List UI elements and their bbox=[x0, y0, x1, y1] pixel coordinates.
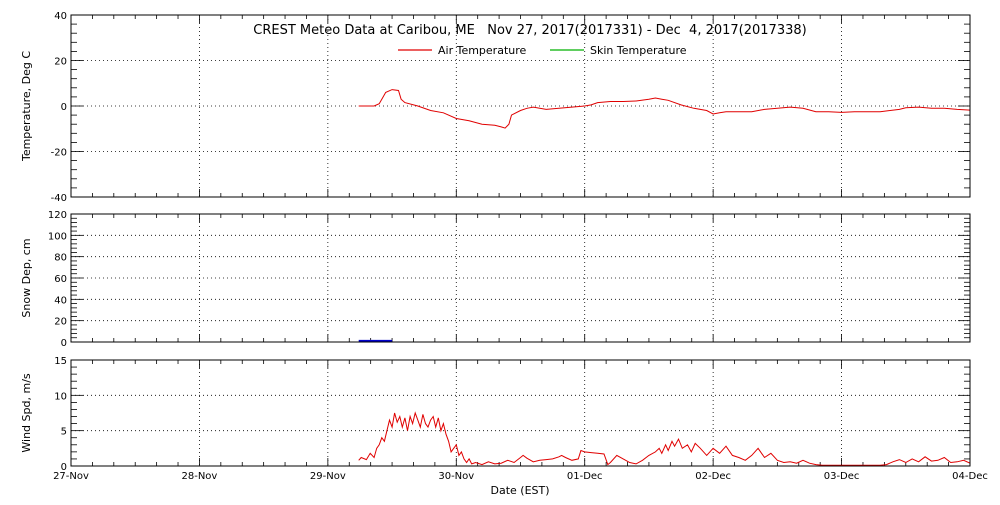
x-tick-label: 03-Dec bbox=[824, 471, 860, 482]
panel-frame bbox=[70, 14, 971, 198]
y-tick-label: 120 bbox=[48, 210, 67, 221]
x-tick-label: 29-Nov bbox=[310, 471, 346, 482]
chart-title: CREST Meteo Data at Caribou, ME Nov 27, … bbox=[253, 23, 806, 38]
y-tick-label: -40 bbox=[51, 193, 67, 204]
y-tick-label: 40 bbox=[54, 11, 67, 22]
y-tick-label: 10 bbox=[54, 391, 67, 402]
x-tick-label: 02-Dec bbox=[695, 471, 731, 482]
y-axis-title-snow: Snow Dep, cm bbox=[20, 238, 33, 317]
x-axis-title: Date (EST) bbox=[490, 484, 549, 497]
x-tick-label: 27-Nov bbox=[53, 471, 89, 482]
y-tick-label: 15 bbox=[54, 356, 67, 367]
x-tick-label: 01-Dec bbox=[567, 471, 603, 482]
series-line-wind-speed bbox=[358, 411, 970, 466]
y-tick-label: 20 bbox=[54, 317, 67, 328]
legend-label-air-temperature: Air Temperature bbox=[438, 44, 527, 57]
y-tick-label: 5 bbox=[61, 427, 67, 438]
y-axis-title-temperature: Temperature, Deg C bbox=[20, 51, 33, 162]
y-tick-label: 0 bbox=[61, 462, 67, 473]
y-tick-label: 100 bbox=[48, 231, 67, 242]
panel-frame bbox=[70, 359, 971, 467]
x-tick-label: 30-Nov bbox=[438, 471, 474, 482]
y-tick-label: 80 bbox=[54, 253, 67, 264]
y-axis-title-wind: Wind Spd, m/s bbox=[20, 373, 33, 453]
y-tick-label: 0 bbox=[61, 338, 67, 349]
panel-wind: 0 5 10 15 Wind Spd, m/s bbox=[20, 356, 971, 473]
y-tick-label: -20 bbox=[51, 148, 67, 159]
y-tick-label: 0 bbox=[61, 102, 67, 113]
y-tick-label: 60 bbox=[54, 274, 67, 285]
legend-label-skin-temperature: Skin Temperature bbox=[590, 44, 687, 57]
y-tick-label: 40 bbox=[54, 295, 67, 306]
x-tick-label: 04-Dec bbox=[952, 471, 988, 482]
panel-snow: 0 20 40 60 80 100 120 Snow Dep, cm bbox=[20, 210, 971, 349]
panel-frame bbox=[70, 213, 971, 343]
legend: Air Temperature Skin Temperature bbox=[398, 44, 687, 57]
y-tick-label: 20 bbox=[54, 57, 67, 68]
panels-layer: -40 -20 0 20 40 Temperature, Deg C 0 20 40 60 80 10… bbox=[20, 11, 988, 482]
panel-temperature: -40 -20 0 20 40 Temperature, Deg C bbox=[20, 11, 971, 204]
series-line-air-temperature bbox=[358, 89, 970, 129]
x-tick-label: 28-Nov bbox=[181, 471, 217, 482]
